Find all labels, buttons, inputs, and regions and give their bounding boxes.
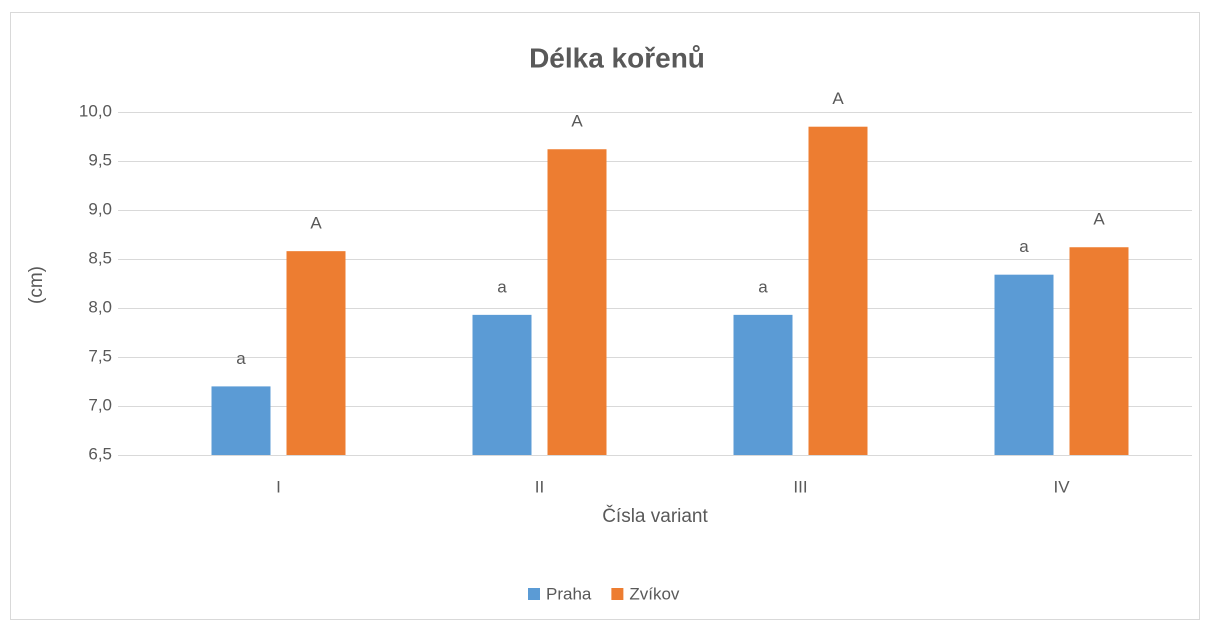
bar-letter: A <box>832 89 844 108</box>
y-axis-label: (cm) <box>26 266 47 304</box>
bar-letter: a <box>758 277 768 296</box>
bar-letter: A <box>310 214 322 233</box>
x-tick-label: I <box>276 477 281 496</box>
bar <box>808 126 868 455</box>
x-axis-label: Čísla variant <box>602 505 708 527</box>
x-tick-label: III <box>793 477 807 496</box>
y-tick-label: 9,0 <box>88 199 112 218</box>
bar <box>472 314 532 455</box>
y-tick-label: 10,0 <box>79 101 112 120</box>
y-tick-label: 9,5 <box>88 150 112 169</box>
bar <box>286 251 346 455</box>
x-tick-label: IV <box>1053 477 1070 496</box>
bar <box>994 274 1054 455</box>
legend-swatch <box>528 588 540 600</box>
y-tick-label: 7,0 <box>88 395 112 414</box>
bar-letter: A <box>1093 210 1105 229</box>
y-tick-label: 8,0 <box>88 297 112 316</box>
legend-swatch <box>611 588 624 600</box>
bar <box>733 314 793 455</box>
legend-label: Zvíkov <box>629 584 680 603</box>
bar <box>1069 247 1129 455</box>
bar <box>211 386 271 455</box>
bar-letter: a <box>1019 237 1029 256</box>
bar-letter: a <box>497 277 507 296</box>
bar-letter: a <box>236 349 246 368</box>
chart-title: Délka kořenů <box>529 42 705 73</box>
legend-label: Praha <box>546 584 592 603</box>
y-tick-label: 7,5 <box>88 346 112 365</box>
bar <box>547 149 607 456</box>
bar-letter: A <box>571 112 583 131</box>
y-tick-label: 8,5 <box>88 248 112 267</box>
x-tick-label: II <box>535 477 544 496</box>
y-tick-label: 6,5 <box>88 444 112 463</box>
